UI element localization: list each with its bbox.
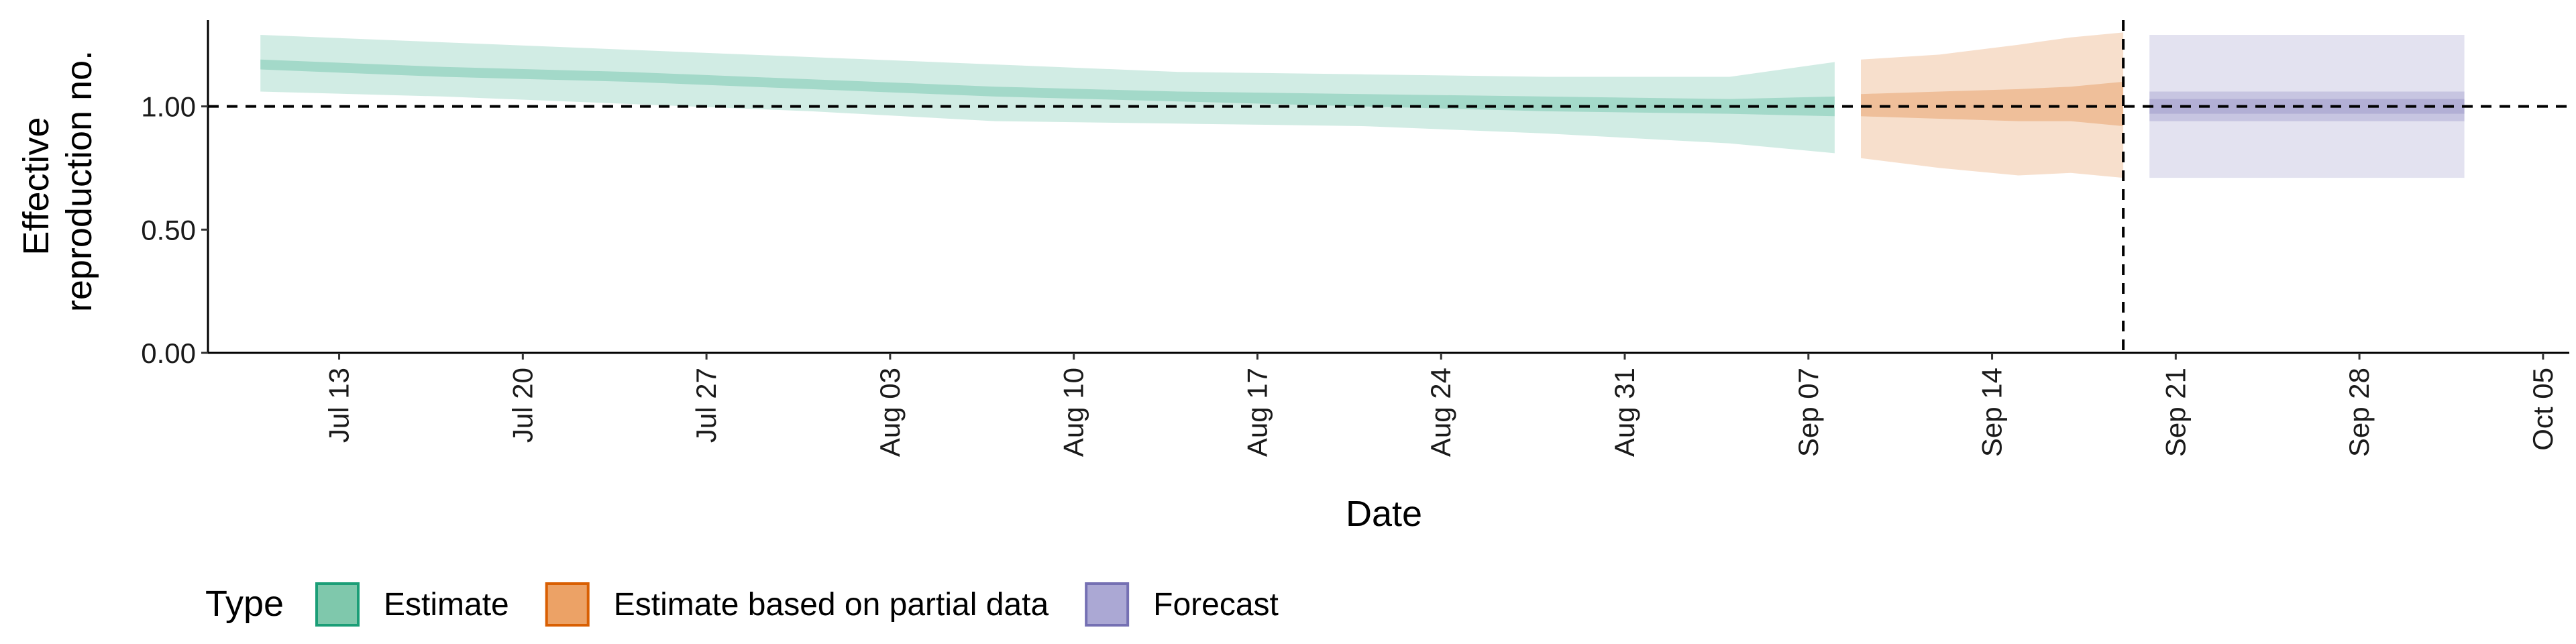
legend-key-estimate-based-on-partial-data (545, 582, 590, 627)
y-axis-title-line-2: reproduction no. (59, 50, 99, 312)
legend-title: Type (205, 584, 284, 624)
x-tick-label: Sep 14 (1976, 368, 2008, 457)
forecast-ribbon-50 (2149, 91, 2465, 121)
estimate-ribbon-90 (260, 35, 1835, 154)
x-tick-label: Aug 31 (1609, 368, 1640, 457)
forecast-ribbon-90 (2149, 35, 2465, 178)
y-tick-label: 0.00 (141, 337, 196, 369)
tick-labels: 0.00 0.50 1.00 Jul 13 Jul 20 Jul 27 Aug 03 Aug … (141, 91, 2559, 458)
x-tick-label: Jul 20 (506, 368, 538, 443)
x-tick-label: Sep 28 (2343, 368, 2375, 457)
legend-label-estimate-based-on-partial-data: Estimate based on partial data (614, 587, 1049, 623)
ribbon-layer (260, 32, 2465, 178)
legend-key-forecast (1085, 582, 1130, 627)
x-tick-label: Sep 07 (1792, 368, 1824, 457)
y-tick-label: 0.50 (141, 214, 196, 246)
legend-key-estimate (315, 582, 360, 627)
estimate-ribbon-50 (260, 59, 1835, 117)
y-tick-label: 1.00 (141, 91, 196, 123)
x-tick-label: Sep 21 (2159, 368, 2191, 457)
axes (201, 20, 2569, 360)
legend-label-estimate: Estimate (384, 587, 509, 623)
legend: Type Estimate Estimate based on partial d… (205, 582, 1279, 627)
estimate-based-on-partial-data-ribbon-50 (1861, 81, 2124, 126)
x-axis-title: Date (1346, 494, 1422, 534)
x-tick-label: Aug 10 (1058, 368, 1089, 457)
estimate-based-on-partial-data-ribbon-90 (1861, 32, 2124, 178)
x-tick-label: Aug 24 (1425, 368, 1456, 457)
x-tick-label: Aug 03 (874, 368, 906, 457)
y-axis-title: Effective reproduction no. (16, 50, 99, 312)
x-tick-label: Oct 05 (2527, 368, 2559, 451)
x-tick-label: Aug 17 (1241, 368, 1273, 457)
forecast-ribbon-30 (2149, 99, 2465, 114)
legend-label-forecast: Forecast (1153, 587, 1279, 623)
x-tick-label: Jul 13 (323, 368, 355, 443)
y-axis-title-line-1: Effective (16, 117, 56, 255)
x-tick-label: Jul 27 (690, 368, 722, 443)
